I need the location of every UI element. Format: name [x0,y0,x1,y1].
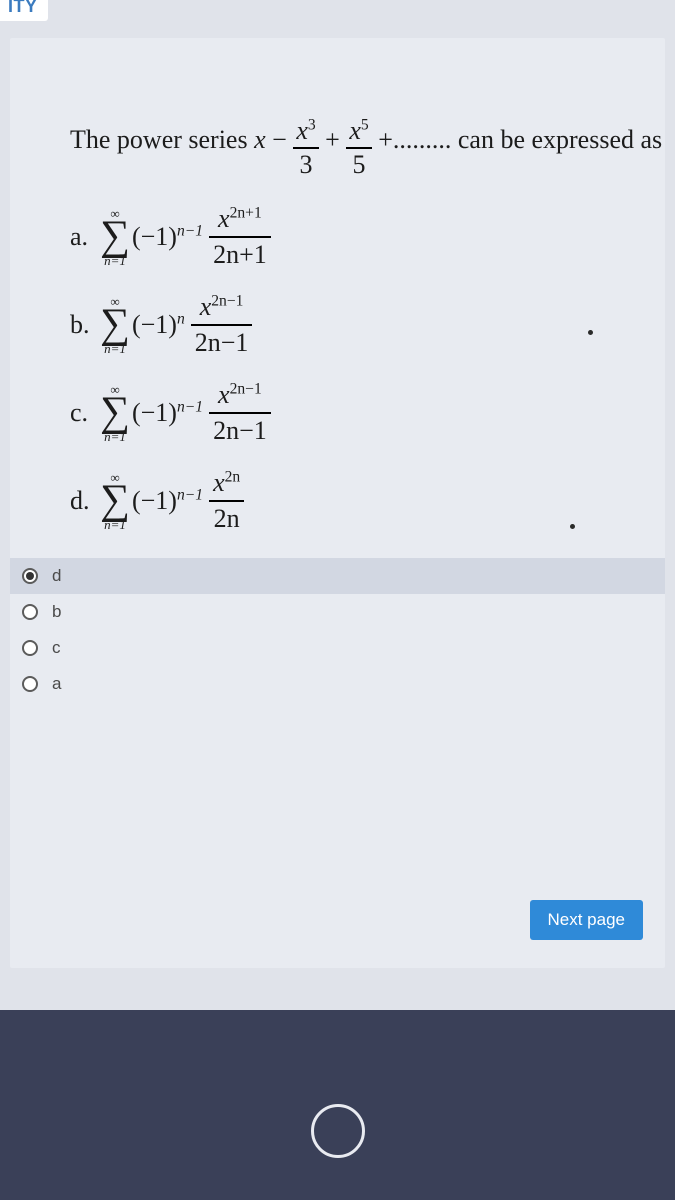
next-page-button[interactable]: Next page [530,900,644,940]
quiz-panel: ITY The power series x − x3 3 + x5 5 +..… [0,0,675,1010]
radio-b[interactable]: b [10,594,665,630]
options-block: a. ∞ ∑ n=1 (−1)n−1 x2n+1 2n+1 [70,206,640,532]
question-text: The power series x − x3 3 + x5 5 +......… [70,118,640,178]
frac-x5-5: x5 5 [346,118,371,178]
radio-a-label: a [52,674,61,694]
radio-d-label: d [52,566,61,586]
option-a-label: a. [70,222,100,252]
option-d: d. ∞ ∑ n=1 (−1)n−1 x2n 2n [70,470,640,532]
option-b-label: b. [70,310,100,340]
question-card: The power series x − x3 3 + x5 5 +......… [10,38,665,968]
option-b-formula: ∞ ∑ n=1 (−1)n x2n−1 2n−1 [100,294,252,356]
radio-a[interactable]: a [10,666,665,702]
option-c-formula: ∞ ∑ n=1 (−1)n−1 x2n−1 2n−1 [100,382,271,444]
option-a: a. ∞ ∑ n=1 (−1)n−1 x2n+1 2n+1 [70,206,640,268]
question-body: The power series x − x3 3 + x5 5 +......… [10,38,665,532]
option-c: c. ∞ ∑ n=1 (−1)n−1 x2n−1 2n−1 [70,382,640,444]
radio-b-label: b [52,602,61,622]
option-d-label: d. [70,486,100,516]
stray-dot-icon [588,330,593,335]
question-tail: can be expressed as [458,125,662,154]
series-x: x [254,125,266,154]
radio-d[interactable]: d [10,558,665,594]
radio-c-label: c [52,638,61,658]
header-fragment: ITY [0,0,48,21]
radio-b-circle [22,604,38,620]
radio-c-circle [22,640,38,656]
radio-d-circle [22,568,38,584]
option-a-formula: ∞ ∑ n=1 (−1)n−1 x2n+1 2n+1 [100,206,271,268]
radio-a-circle [22,676,38,692]
home-indicator-icon[interactable] [311,1104,365,1158]
option-d-formula: ∞ ∑ n=1 (−1)n−1 x2n 2n [100,470,244,532]
radio-c[interactable]: c [10,630,665,666]
answer-radios: d b c a [10,558,665,702]
option-c-label: c. [70,398,100,428]
frac-x3-3: x3 3 [293,118,318,178]
option-b: b. ∞ ∑ n=1 (−1)n x2n−1 2n−1 [70,294,640,356]
question-lead: The power series [70,125,254,154]
stray-dot-icon [570,524,575,529]
